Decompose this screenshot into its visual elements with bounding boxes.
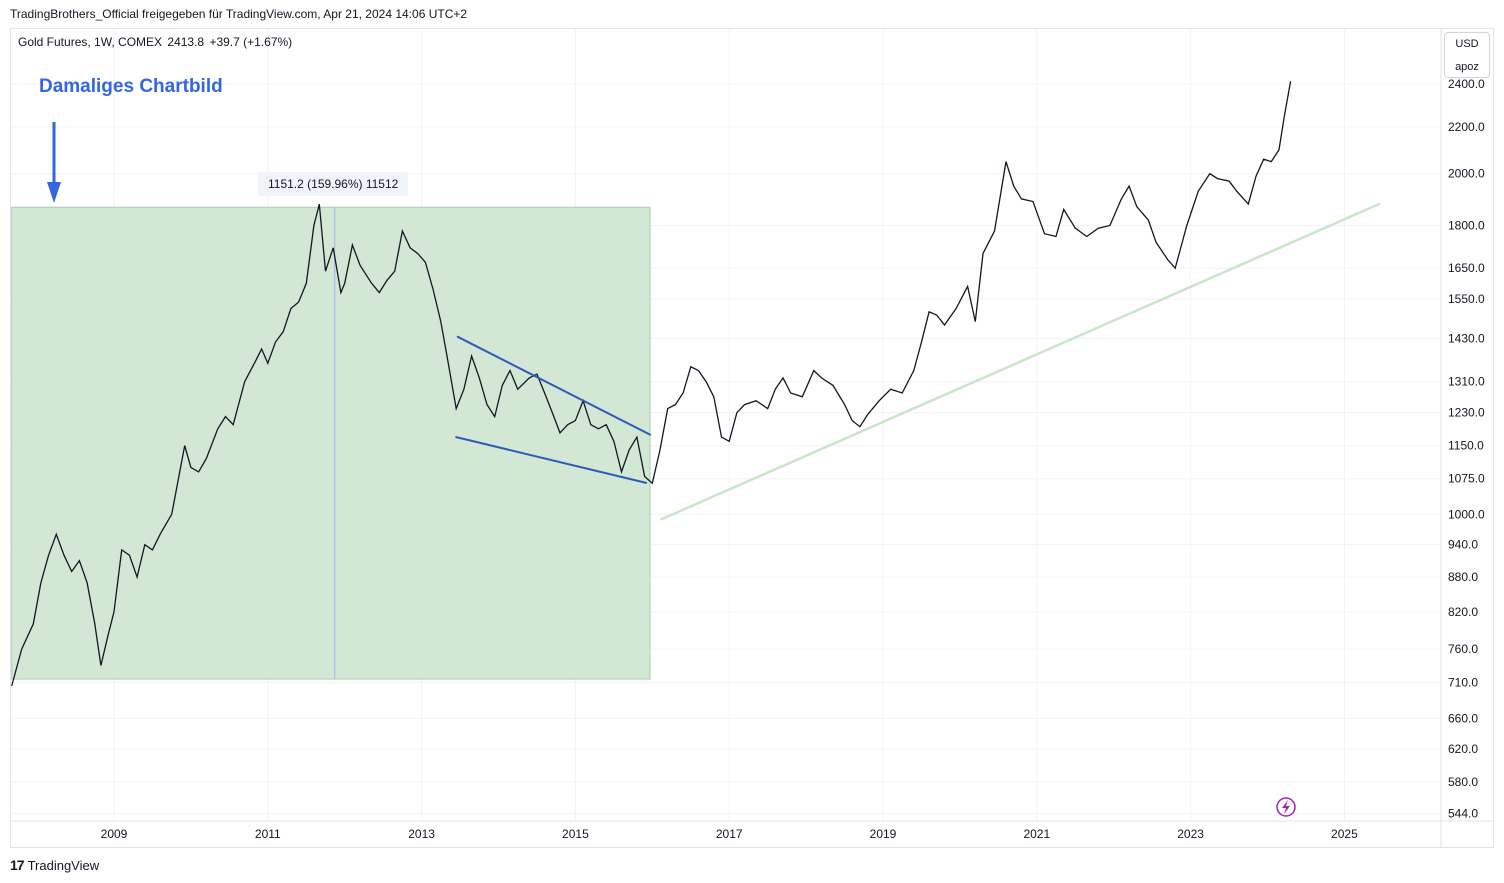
scale-mode-label: apoz xyxy=(1455,61,1479,73)
price-tick-label: 1310.0 xyxy=(1448,375,1485,389)
price-tick-label: 2000.0 xyxy=(1448,167,1485,181)
price-tick-label: 1430.0 xyxy=(1448,332,1485,346)
arrow-down-icon xyxy=(47,122,61,203)
chart-annotation-text[interactable]: Damaliges Chartbild xyxy=(39,76,223,97)
share-credit: TradingBrothers_Official freigegeben für… xyxy=(10,7,468,21)
price-tick-label: 1230.0 xyxy=(1448,406,1485,420)
symbol-price: 2413.8 xyxy=(167,35,205,49)
currency-label: USD xyxy=(1455,38,1479,50)
lightning-icon[interactable] xyxy=(1276,797,1296,817)
tradingview-logo-text: TradingView xyxy=(27,858,100,873)
price-tick-label: 580.0 xyxy=(1448,775,1478,789)
time-tick-label: 2017 xyxy=(716,827,743,841)
channel-lower-line[interactable] xyxy=(455,436,648,484)
tradingview-logo-mark: 17 xyxy=(10,857,25,873)
price-tick-label: 1075.0 xyxy=(1448,472,1485,486)
price-tick-label: 1000.0 xyxy=(1448,507,1485,521)
long-term-trendline[interactable] xyxy=(660,202,1381,521)
channel-upper-line[interactable] xyxy=(456,335,651,436)
price-tick-label: 940.0 xyxy=(1448,538,1478,552)
price-tick-label: 544.0 xyxy=(1448,806,1478,820)
time-tick-label: 2021 xyxy=(1023,827,1050,841)
price-tick-label: 820.0 xyxy=(1448,605,1478,619)
chart-pane[interactable] xyxy=(10,28,1494,848)
time-tick-label: 2025 xyxy=(1331,827,1358,841)
symbol-name: Gold Futures, 1W, COMEX xyxy=(18,35,163,49)
time-tick-label: 2023 xyxy=(1177,827,1204,841)
symbol-legend[interactable]: Gold Futures, 1W, COMEX 2413.8 +39.7 (+1… xyxy=(18,35,294,49)
currency-unit-button[interactable]: USD apoz xyxy=(1444,32,1490,78)
tradingview-logo[interactable]: 17 TradingView xyxy=(10,857,99,873)
price-tick-label: 880.0 xyxy=(1448,570,1478,584)
price-tick-label: 1550.0 xyxy=(1448,292,1485,306)
price-line xyxy=(11,81,1292,687)
price-scale[interactable]: 544.0 580.0 620.0 660.0 710.0 760.0 820.0 880.0… xyxy=(1448,77,1485,820)
price-tick-label: 710.0 xyxy=(1448,676,1478,690)
price-range-box[interactable] xyxy=(11,206,651,680)
range-measure-label: 1151.2 (159.96%) 11512 xyxy=(258,172,409,196)
price-tick-label: 760.0 xyxy=(1448,642,1478,656)
time-tick-label: 2009 xyxy=(101,827,128,841)
time-tick-label: 2019 xyxy=(870,827,897,841)
time-tick-label: 2013 xyxy=(408,827,435,841)
time-tick-label: 2015 xyxy=(562,827,589,841)
price-tick-label: 2400.0 xyxy=(1448,77,1485,91)
symbol-change: +39.7 (+1.67%) xyxy=(209,35,293,49)
price-tick-label: 1800.0 xyxy=(1448,218,1485,232)
price-tick-label: 1150.0 xyxy=(1448,439,1484,453)
price-tick-label: 2200.0 xyxy=(1448,120,1485,134)
time-scale[interactable]: 2009 2011 2013 2015 2017 2019 2021 2023 2025 xyxy=(101,827,1358,841)
price-tick-label: 1650.0 xyxy=(1448,261,1485,275)
price-tick-label: 620.0 xyxy=(1448,742,1478,756)
time-tick-label: 2011 xyxy=(255,827,281,841)
price-tick-label: 660.0 xyxy=(1448,711,1478,725)
